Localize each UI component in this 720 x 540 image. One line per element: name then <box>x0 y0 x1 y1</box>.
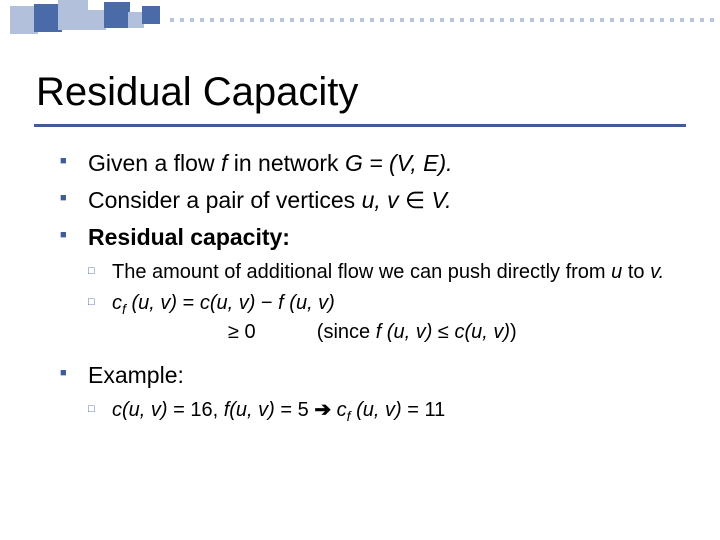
text: ∈ <box>399 187 432 213</box>
var-v: v. <box>650 261 664 283</box>
text: in network <box>227 150 345 176</box>
var-c: c <box>112 292 122 314</box>
deco-square <box>142 6 160 24</box>
bullet-4: Example: c(u, v) = 16, f(u, v) = 5 ➔ cf … <box>60 360 680 426</box>
inequality: f (u, v) ≤ c(u, v) <box>376 321 510 343</box>
deco-dotline <box>170 18 720 24</box>
bullet-list: Given a flow f in network G = (V, E). Co… <box>60 148 680 426</box>
deco-square <box>58 0 88 30</box>
sub-bullet-1: The amount of additional flow we can pus… <box>88 259 680 286</box>
sub-bullet-list: The amount of additional flow we can pus… <box>88 259 680 346</box>
paren-uv: (u, v) <box>126 292 177 314</box>
text: Consider a pair of vertices <box>88 187 362 213</box>
text: = 5 <box>275 399 314 421</box>
var-fuv: f(u, v) <box>224 399 275 421</box>
text: = 11 <box>402 399 446 421</box>
slide-title: Residual Capacity <box>36 70 358 115</box>
example-line: c(u, v) = 16, f(u, v) = 5 ➔ cf (u, v) = … <box>88 397 680 426</box>
bullet-1: Given a flow f in network G = (V, E). <box>60 148 680 179</box>
bullet-2: Consider a pair of vertices u, v ∈ V. <box>60 185 680 216</box>
deco-square <box>104 2 130 28</box>
text: − <box>255 292 278 314</box>
text: ≥ 0 <box>228 321 256 343</box>
text: (since <box>317 321 376 343</box>
var-uv: u, v <box>362 187 399 213</box>
text: = <box>177 292 200 314</box>
arrow-icon: ➔ <box>314 397 331 424</box>
var-fuv: f (u, v) <box>278 292 335 314</box>
bullet-3: Residual capacity: The amount of additio… <box>60 222 680 346</box>
header-decoration <box>0 0 720 44</box>
slide-body: Given a flow f in network G = (V, E). Co… <box>60 148 680 432</box>
text: The amount of additional flow we can pus… <box>112 261 611 283</box>
paren-uv: (u, v) <box>351 399 402 421</box>
var-V: V. <box>431 187 451 213</box>
text: to <box>622 261 650 283</box>
title-underline <box>34 124 686 127</box>
sub-bullet-list: c(u, v) = 16, f(u, v) = 5 ➔ cf (u, v) = … <box>88 397 680 426</box>
text: Given a flow <box>88 150 221 176</box>
var-cuv: c(u, v) <box>112 399 168 421</box>
slide: { "title": "Residual Capacity", "bullets… <box>0 0 720 540</box>
continuation-line: ≥ 0 (since f (u, v) ≤ c(u, v)) <box>112 319 680 346</box>
var-u: u <box>611 261 622 283</box>
var-c: c <box>331 399 347 421</box>
var-cuv: c(u, v) <box>200 292 256 314</box>
sub-bullet-2: cf (u, v) = c(u, v) − f (u, v) ≥ 0 (sinc… <box>88 290 680 346</box>
text: Residual capacity: <box>88 224 290 250</box>
text: ) <box>510 321 517 343</box>
var-G: G = (V, E). <box>345 150 453 176</box>
deco-square <box>86 10 106 30</box>
text: Example: <box>88 362 184 388</box>
text: = 16, <box>168 399 224 421</box>
